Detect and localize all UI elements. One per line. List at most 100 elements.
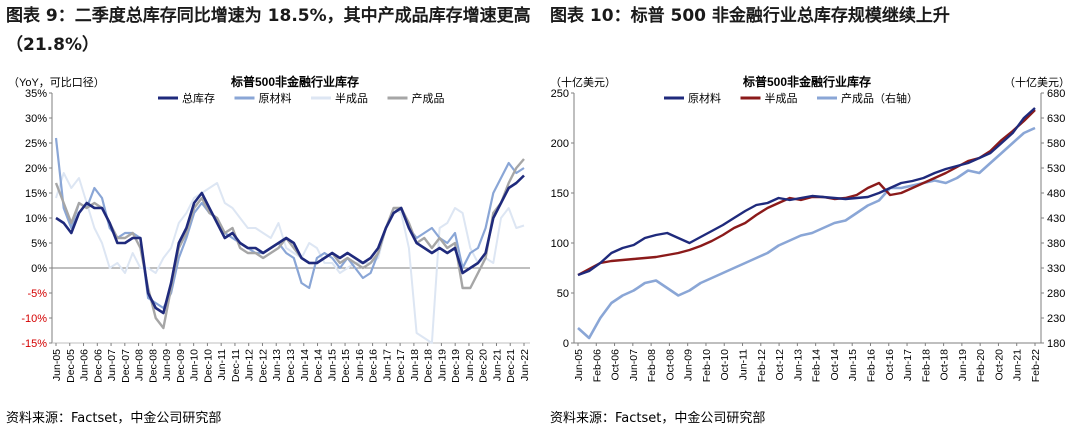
y2-tick-label: 580: [1047, 138, 1065, 150]
x-tick-label: Jun-11: [738, 349, 750, 380]
y-tick-label: 50: [557, 288, 569, 300]
legend-entry: 产成品（右轴）: [841, 91, 918, 105]
x-tick-label: Dec-10: [202, 349, 214, 383]
y-tick-label: -5%: [27, 288, 47, 300]
y-tick-label: 150: [551, 188, 569, 200]
x-tick-label: Jun-20: [464, 349, 476, 381]
y-tick-label: 35%: [25, 88, 47, 100]
x-tick-label: Oct-18: [939, 349, 951, 381]
y2-tick-label: 380: [1047, 238, 1065, 250]
x-tick-label: Jun-17: [381, 349, 393, 381]
chart-title: 标普500非金融行业库存: [230, 74, 359, 89]
x-tick-label: Oct-14: [829, 349, 841, 381]
x-tick-label: Jun-09: [683, 349, 695, 381]
x-tick-label: Feb-08: [646, 349, 658, 382]
x-tick-label: Dec-17: [395, 349, 407, 383]
x-tick-label: Dec-13: [285, 349, 297, 383]
y2-tick-label: 330: [1047, 263, 1065, 275]
y2-tick-label: 280: [1047, 288, 1065, 300]
series-line-3: [54, 158, 525, 330]
y-tick-label: 10%: [25, 213, 47, 225]
right-chart-svg: 0 50 100 150 200 250 180 230 280 330 380 430 480 530 5…: [550, 74, 1070, 382]
left-chart-svg: -15%-10%-5%0%5%10%15%20%25%30%35%Jun-05 D…: [8, 74, 531, 383]
x-tick-label: Oct-10: [719, 349, 731, 381]
x-tick-label: Jun-14: [299, 349, 311, 381]
x-tick-label: Dec-06: [92, 349, 104, 383]
x-tick-label: Jun-17: [902, 349, 914, 381]
series-line-2: [577, 126, 1036, 340]
x-tick-label: Oct-16: [884, 349, 896, 381]
x-tick-label: Jun-11: [216, 349, 228, 380]
x-tick-label: Jun-09: [161, 349, 173, 381]
x-tick-label: Feb-10: [701, 349, 713, 382]
y2-tick-label: 430: [1047, 213, 1065, 225]
x-tick-label: Feb-12: [756, 349, 768, 382]
left-figure-title: 图表 9：二季度总库存同比增速为 18.5%，其中产成品库存增速更高（21.8%…: [6, 6, 531, 55]
x-tick-label: Jun-07: [106, 349, 118, 381]
x-tick-label: Jun-19: [436, 349, 448, 381]
x-tick-label: Dec-09: [175, 349, 187, 383]
y2-tick-label: 480: [1047, 188, 1065, 200]
x-tick-label: Oct-06: [610, 349, 622, 381]
x-tick-label: Jun-10: [189, 349, 201, 381]
x-tick-label: Dec-18: [423, 349, 435, 383]
y-tick-label: -10%: [21, 313, 47, 325]
x-tick-label: Jun-05: [573, 349, 585, 381]
x-tick-label: Jun-05: [51, 349, 63, 381]
legend-entry: 原材料: [688, 91, 721, 105]
x-tick-label: Dec-07: [120, 349, 132, 383]
x-tick-label: Jun-13: [792, 349, 804, 381]
x-tick-label: Dec-21: [505, 349, 517, 383]
x-tick-label: Jun-22: [519, 349, 531, 381]
y-tick-label: 250: [551, 88, 569, 100]
y2-tick-label: 630: [1047, 113, 1065, 125]
x-tick-label: Dec-11: [230, 349, 242, 382]
right-figure-title: 图表 10：标普 500 非金融行业总库存规模继续上升: [550, 6, 950, 26]
series-line-0: [577, 107, 1036, 277]
legend-entry: 半成品: [765, 91, 798, 105]
legend-entry: 总库存: [182, 91, 215, 105]
y-tick-label: 100: [551, 238, 569, 250]
x-tick-label: Jun-08: [134, 349, 146, 381]
x-tick-label: Dec-08: [147, 349, 159, 383]
x-tick-label: Jun-18: [409, 349, 421, 381]
x-tick-label: Jun-15: [847, 349, 859, 381]
series-line-1: [577, 109, 1036, 277]
x-tick-label: Dec-14: [313, 349, 325, 383]
left-chart-panel: 图表 9：二季度总库存同比增速为 18.5%，其中产成品库存增速更高（21.8%…: [0, 0, 536, 431]
x-tick-label: Jun-13: [271, 349, 283, 381]
y-tick-label: 30%: [25, 113, 47, 125]
x-tick-label: Jun-19: [957, 349, 969, 381]
y2-tick-label: 680: [1047, 88, 1065, 100]
y-tick-label: 5%: [31, 238, 47, 250]
legend-entry: 原材料: [259, 91, 292, 105]
x-tick-label: Oct-20: [993, 349, 1005, 381]
x-tick-label: Jun-21: [491, 349, 503, 381]
x-tick-label: Jun-12: [244, 349, 256, 381]
x-tick-label: Feb-20: [975, 349, 987, 382]
right-source-note: 资料来源：Factset，中金公司研究部: [550, 411, 766, 426]
left-source-note: 资料来源：Factset，中金公司研究部: [6, 411, 222, 426]
y-tick-label: 0: [563, 338, 569, 350]
series-line-1: [54, 137, 525, 310]
y-axis-label: （YoY，可比口径）: [8, 76, 105, 89]
y2-tick-label: 230: [1047, 313, 1065, 325]
y-axis-label: （十亿美元）: [550, 75, 616, 89]
y-tick-label: 20%: [25, 163, 47, 175]
x-tick-label: Oct-08: [664, 349, 676, 381]
y-tick-label: -15%: [21, 338, 47, 350]
x-tick-label: Feb-06: [591, 349, 603, 382]
x-tick-label: Jun-06: [79, 349, 91, 381]
x-tick-label: Dec-20: [478, 349, 490, 383]
x-tick-label: Dec-05: [65, 349, 77, 383]
y2-tick-label: 530: [1047, 163, 1065, 175]
x-tick-label: Dec-15: [340, 349, 352, 383]
y-tick-label: 200: [551, 138, 569, 150]
series-line-0: [55, 174, 525, 315]
legend-entry: 产成品: [412, 91, 445, 105]
series-line-2: [55, 172, 525, 344]
x-tick-label: Oct-12: [774, 349, 786, 381]
x-tick-label: Dec-16: [368, 349, 380, 383]
x-tick-label: Dec-12: [257, 349, 269, 383]
x-tick-label: Jun-15: [326, 349, 338, 381]
